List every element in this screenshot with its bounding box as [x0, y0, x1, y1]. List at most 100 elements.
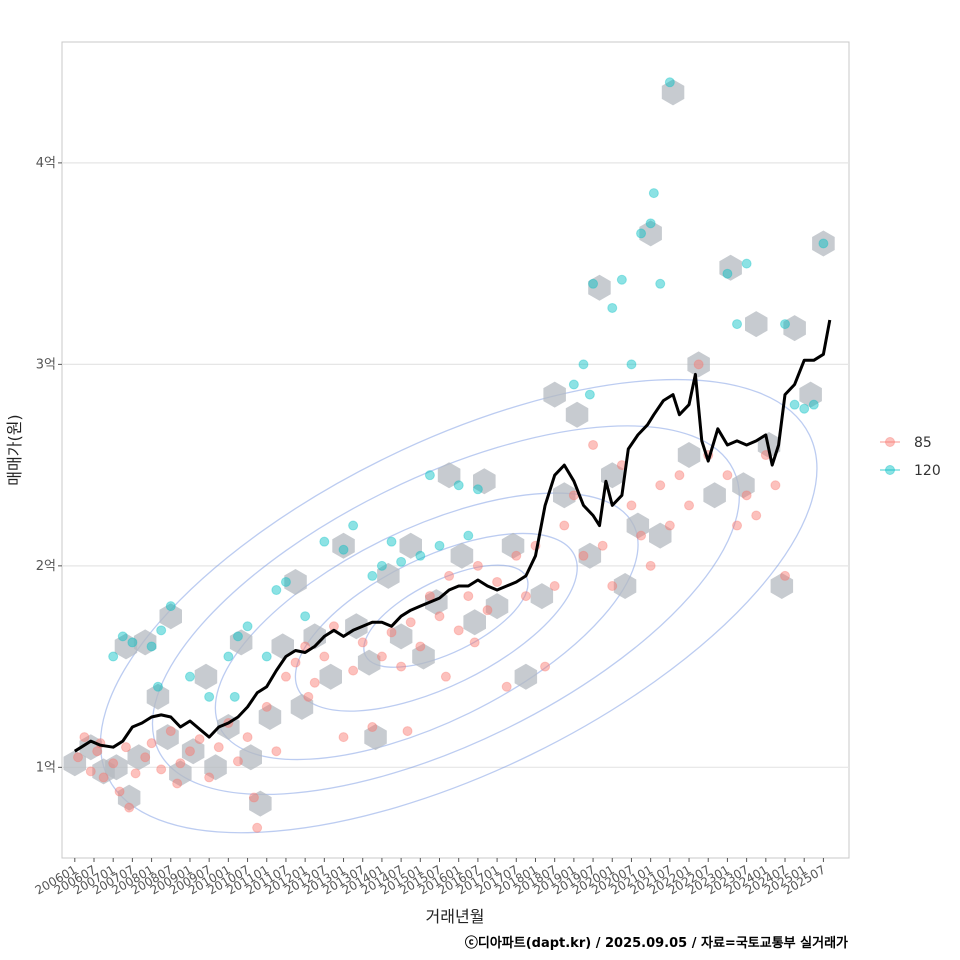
hex-bin [485, 593, 509, 620]
point-120 [626, 359, 637, 370]
hex-bin [249, 790, 272, 817]
point-85 [72, 752, 83, 763]
hex-bin [639, 220, 662, 247]
y-axis-ticks: 1억 2억 3억 4억 [36, 156, 62, 775]
hex-bin [159, 603, 182, 630]
point-85 [338, 732, 349, 743]
hex-bin [543, 381, 566, 408]
hex-bin [463, 609, 486, 636]
hex-bin [783, 315, 806, 342]
hex-bin [194, 663, 218, 690]
caption: ⓒ디아파트(dapt.kr) / 2025.09.05 / 자료=국토교통부 실… [465, 935, 848, 951]
hex-bin [271, 633, 294, 660]
hex-bin [649, 522, 672, 549]
point-120 [616, 274, 627, 285]
point-85 [780, 570, 791, 581]
point-85 [540, 661, 551, 672]
point-120 [818, 238, 829, 249]
point-120 [453, 480, 464, 491]
point-85 [405, 617, 416, 628]
point-85 [165, 726, 176, 737]
hex-bin [284, 569, 307, 595]
point-85 [261, 701, 272, 712]
point-120 [232, 631, 243, 642]
hex-bin [105, 754, 128, 781]
point-85 [472, 560, 483, 571]
point-120 [648, 188, 659, 199]
x-axis-ticks: 2006012006072007012007072008012008072009… [33, 858, 828, 898]
hex-bin [63, 750, 87, 777]
point-120 [578, 359, 589, 370]
hex-bin [258, 704, 282, 730]
hex-bin [169, 760, 192, 787]
point-85 [120, 742, 131, 753]
point-85 [124, 802, 135, 813]
hex-bin [687, 351, 710, 378]
hex-bin [613, 573, 637, 599]
point-85 [674, 470, 685, 481]
hex-bin [156, 724, 179, 751]
point-85 [415, 641, 426, 652]
point-85 [357, 637, 368, 648]
point-120 [338, 544, 349, 555]
point-120 [223, 651, 234, 662]
legend-key-85 [885, 437, 895, 447]
hex-bin [377, 562, 400, 589]
hex-bin [437, 462, 461, 489]
point-85 [597, 540, 608, 551]
point-120 [808, 399, 819, 410]
point-120 [152, 681, 163, 692]
point-120 [146, 641, 157, 652]
y-tick-label: 1억 [36, 760, 56, 775]
point-85 [440, 671, 451, 682]
point-120 [117, 631, 128, 642]
point-85 [511, 550, 522, 561]
hex-bin [146, 683, 170, 710]
point-85 [194, 734, 205, 745]
point-120 [780, 319, 791, 330]
legend: 85 120 [880, 435, 941, 479]
hex-bin [79, 734, 103, 761]
point-85 [92, 746, 103, 757]
point-120 [472, 484, 483, 495]
point-85 [140, 752, 151, 763]
point-85 [469, 637, 480, 648]
point-85 [184, 746, 195, 757]
hex-bin [319, 663, 342, 690]
point-120 [229, 691, 240, 702]
hex-bin [578, 542, 602, 569]
hex-bin [473, 468, 496, 495]
hex-bin [389, 623, 413, 650]
point-85 [770, 480, 781, 491]
point-120 [645, 218, 656, 229]
hex-bin [799, 381, 822, 408]
hex-bin [117, 784, 141, 811]
plot-panel [61, 41, 850, 859]
point-120 [568, 379, 579, 390]
y-tick-label: 3억 [36, 357, 56, 372]
hex-bin [501, 532, 525, 559]
hex-bin [530, 583, 554, 610]
hex-bin [450, 542, 474, 569]
hex-bin [239, 744, 262, 771]
hex-bin [719, 254, 742, 281]
point-85 [271, 746, 282, 757]
point-120 [741, 258, 752, 269]
point-120 [607, 302, 618, 313]
hex-bin [332, 532, 355, 559]
legend-key-120 [885, 465, 895, 475]
point-85 [79, 732, 90, 743]
point-85 [655, 480, 666, 491]
hex-bin [114, 633, 138, 660]
point-120 [799, 403, 810, 414]
point-85 [386, 627, 397, 638]
point-120 [434, 540, 445, 551]
point-120 [376, 560, 387, 571]
hex-bins [63, 79, 835, 817]
point-120 [584, 389, 595, 400]
point-120 [184, 671, 195, 682]
point-120 [165, 601, 176, 612]
point-85 [108, 758, 119, 769]
point-85 [280, 671, 291, 682]
trend-line-group [74, 319, 832, 753]
